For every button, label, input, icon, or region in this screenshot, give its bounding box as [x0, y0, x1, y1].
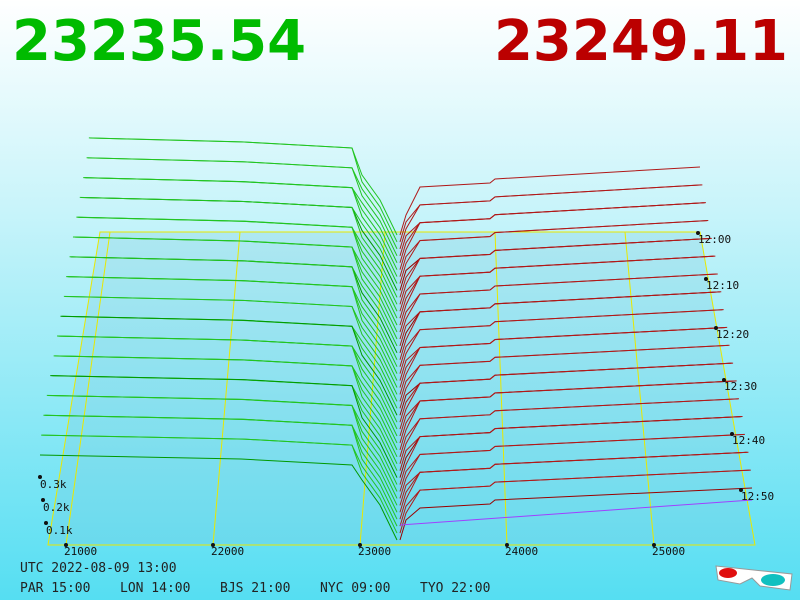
ask-depth-line [399, 344, 730, 409]
volume-label: 0.1k [46, 524, 73, 537]
bid-depth-line [72, 236, 398, 340]
tick-dot [44, 521, 48, 525]
time-label: 12:30 [724, 380, 757, 393]
bid-depth-line [43, 414, 398, 520]
tick-dot [714, 326, 718, 330]
ask-price: 23249.11 [494, 9, 788, 74]
ask-depth-line [399, 237, 712, 305]
city-time: TYO 22:00 [420, 581, 490, 596]
ask-depth-line [399, 309, 724, 374]
tick-dot [739, 488, 743, 492]
ask-depth-line [399, 202, 706, 270]
time-label: 12:40 [732, 434, 765, 447]
bid-depth-line [83, 177, 398, 277]
bid-depth-line [50, 375, 398, 478]
ask-depth-line [399, 220, 709, 284]
city-time: LON 14:00 [120, 581, 190, 596]
price-label: 24000 [505, 545, 538, 558]
ask-depth-line [399, 273, 718, 340]
ask-depth-line [399, 416, 743, 485]
price-label: 23000 [358, 545, 391, 558]
city-time: BJS 21:00 [220, 581, 290, 596]
floor-line [212, 231, 241, 546]
ask-depth-line [399, 184, 703, 250]
bid-depth-line [79, 196, 398, 298]
city-time: NYC 09:00 [320, 581, 390, 596]
bid-depth-line [63, 295, 398, 395]
ask-depth-line [399, 398, 740, 464]
time-label: 12:10 [706, 279, 739, 292]
tick-dot [730, 432, 734, 436]
ask-depth-line [399, 291, 722, 360]
ask-depth-line [399, 326, 728, 395]
bid-depth-line [66, 276, 398, 381]
ask-depth-line [399, 451, 749, 520]
ask-depth-line [399, 487, 753, 541]
tick-dot [696, 231, 700, 235]
time-label: 12:50 [741, 490, 774, 503]
floor-line [65, 231, 111, 546]
scene [39, 137, 756, 546]
ask-depth-line [399, 469, 751, 534]
ask-depth-line [399, 255, 716, 326]
bid-depth-line [53, 355, 398, 458]
bid-depth-line [41, 434, 398, 534]
volume-label: 0.2k [43, 501, 70, 514]
current-line [399, 499, 753, 526]
bid-price: 23235.54 [12, 9, 306, 74]
bid-depth-line [86, 157, 398, 257]
tick-dot [652, 543, 656, 547]
bid-depth-line [46, 394, 398, 499]
utc-time: UTC 2022-08-09 13:00 [20, 561, 177, 576]
floor-line [494, 231, 508, 546]
bid-depth-line [57, 335, 398, 437]
volume-label: 0.3k [40, 478, 67, 491]
ask-depth-line [399, 362, 734, 430]
tick-dot [505, 543, 509, 547]
bid-depth-line [76, 216, 398, 319]
tick-dot [41, 498, 45, 502]
bid-depth-line [39, 454, 398, 541]
price-label: 21000 [64, 545, 97, 558]
tick-dot [722, 378, 726, 382]
tick-dot [358, 543, 362, 547]
glasses-icon [715, 565, 793, 591]
tick-dot [38, 475, 42, 479]
bid-depth-line [88, 137, 398, 243]
tick-dot [211, 543, 215, 547]
city-time: PAR 15:00 [20, 581, 90, 596]
time-label: 12:20 [716, 328, 749, 341]
price-label: 25000 [652, 545, 685, 558]
time-label: 12:00 [698, 233, 731, 246]
tick-dot [64, 543, 68, 547]
price-label: 22000 [211, 545, 244, 558]
ask-depth-line [399, 166, 701, 236]
ask-depth-line [399, 433, 745, 499]
ask-depth-line [399, 380, 737, 451]
bid-depth-line [60, 315, 398, 416]
bid-depth-line [69, 256, 398, 360]
tick-dot [704, 277, 708, 281]
